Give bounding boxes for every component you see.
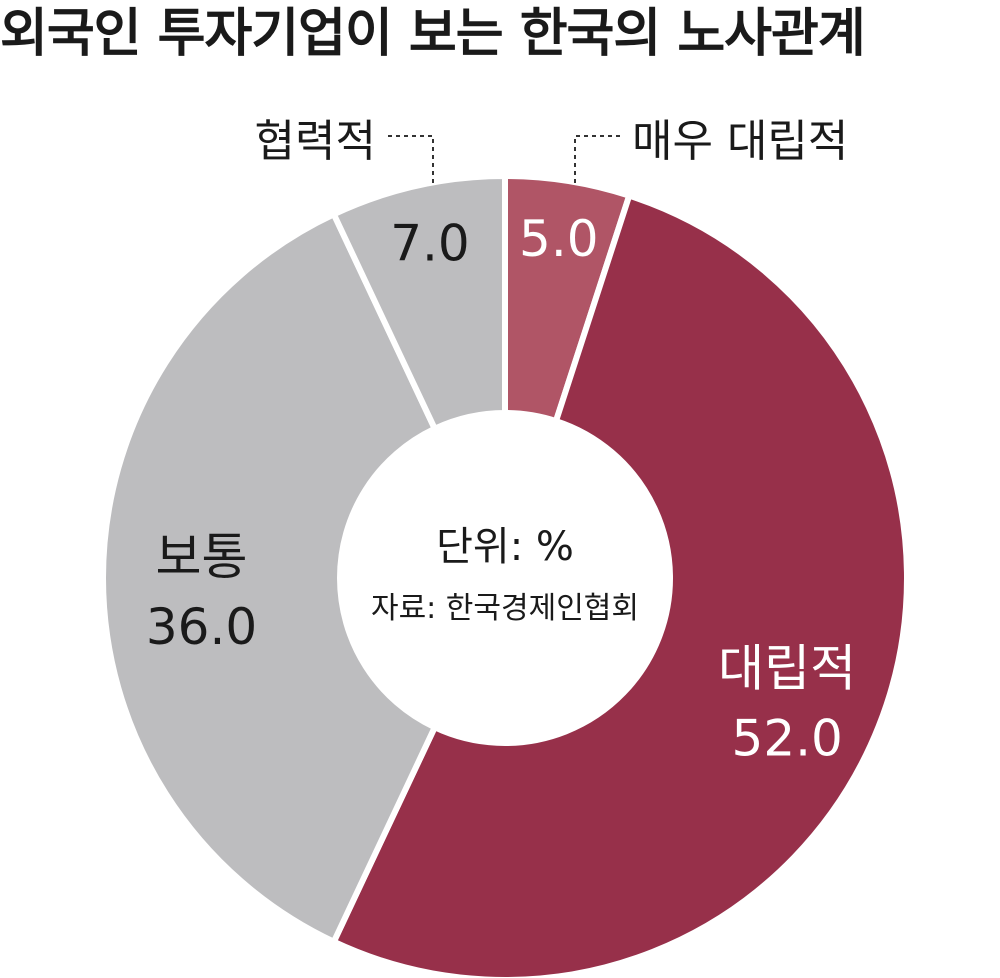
donut-hole bbox=[340, 413, 670, 743]
category-label-cooperative: 협력적 bbox=[255, 116, 376, 167]
category-label-confrontational: 대립적 bbox=[718, 640, 856, 698]
callout-line-cooperative bbox=[388, 135, 434, 186]
value-label-cooperative: 7.0 bbox=[390, 214, 470, 272]
value-label-very-confrontational: 5.0 bbox=[519, 210, 599, 268]
source-label: 자료: 한국경제인협회 bbox=[371, 591, 639, 626]
value-label-confrontational: 52.0 bbox=[732, 710, 843, 768]
category-label-very-confrontational: 매우 대립적 bbox=[632, 116, 848, 167]
value-label-neutral: 36.0 bbox=[146, 598, 257, 656]
chart-title: 외국인 투자기업이 보는 한국의 노사관계 bbox=[0, 4, 866, 64]
category-label-neutral: 보통 bbox=[156, 528, 248, 586]
callout-line-very-confrontational bbox=[574, 135, 620, 186]
unit-label: 단위: % bbox=[436, 524, 574, 570]
